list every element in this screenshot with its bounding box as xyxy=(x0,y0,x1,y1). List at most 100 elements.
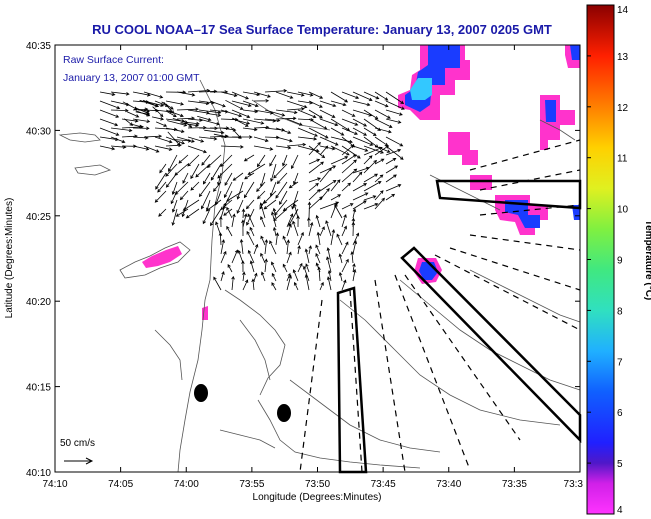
current-vector xyxy=(249,226,255,237)
current-vector xyxy=(110,127,133,133)
current-vector xyxy=(338,253,343,264)
current-vector xyxy=(230,126,242,139)
current-vector xyxy=(246,230,255,246)
current-vector xyxy=(210,163,222,181)
colorbar-tick-label: 11 xyxy=(617,154,628,165)
current-vector xyxy=(241,219,245,237)
current-vector xyxy=(220,91,238,97)
colorbar-tick-label: 13 xyxy=(617,52,629,63)
current-vector xyxy=(319,136,339,146)
current-vector xyxy=(304,274,310,291)
current-vector xyxy=(271,282,277,291)
current-vector xyxy=(351,221,356,237)
current-vector xyxy=(297,91,314,97)
current-vector xyxy=(243,181,255,199)
current-vector xyxy=(244,172,255,180)
current-vector xyxy=(232,172,244,181)
current-vector xyxy=(319,100,337,107)
current-vector xyxy=(304,248,310,264)
current-vector xyxy=(236,199,244,214)
current-vector xyxy=(315,244,321,255)
current-vectors xyxy=(99,88,405,291)
current-vector xyxy=(363,173,379,183)
current-vector xyxy=(363,91,380,100)
current-vector xyxy=(223,181,233,199)
x-tick-label: 73:45 xyxy=(371,479,396,490)
current-vector xyxy=(198,118,220,126)
current-vector xyxy=(297,109,317,119)
current-vector xyxy=(363,203,379,210)
current-vector xyxy=(352,183,368,192)
current-vector xyxy=(352,100,371,107)
current-vector xyxy=(336,233,343,246)
current-vector xyxy=(296,215,300,228)
current-vector xyxy=(374,145,391,153)
current-vector xyxy=(152,106,164,118)
current-vector xyxy=(330,127,345,136)
current-vector xyxy=(271,272,277,282)
current-vector xyxy=(218,232,223,246)
current-vector xyxy=(183,121,200,126)
current-vector xyxy=(201,190,211,210)
current-vector xyxy=(99,91,116,96)
current-vector xyxy=(363,159,378,174)
current-vector xyxy=(237,249,244,264)
x-axis-ticks: 74:10 74:05 74:00 73:55 73:50 73:45 73:40 73:35… xyxy=(42,45,583,490)
current-vector xyxy=(307,217,311,228)
current-vector xyxy=(319,167,332,183)
current-vector xyxy=(319,118,339,127)
current-vector xyxy=(326,247,332,264)
current-vector xyxy=(242,118,265,125)
current-vector xyxy=(181,199,189,218)
current-vector xyxy=(155,121,168,127)
current-vector xyxy=(269,240,277,255)
current-vector xyxy=(297,245,301,255)
current-vector xyxy=(341,118,359,126)
current-vector xyxy=(158,208,167,217)
current-vector xyxy=(286,100,308,109)
colorbar-tick-label: 5 xyxy=(617,459,623,470)
current-vector xyxy=(291,154,299,170)
current-vector xyxy=(227,263,233,273)
current-vector xyxy=(247,249,255,264)
current-vector xyxy=(330,91,349,103)
colorbar-tick-label: 12 xyxy=(617,103,629,114)
current-vector xyxy=(187,109,210,115)
current-vector xyxy=(374,145,390,156)
current-vector xyxy=(161,101,174,110)
current-vector xyxy=(317,266,321,282)
current-vector xyxy=(286,107,305,111)
current-vector xyxy=(110,136,126,144)
current-vector xyxy=(157,181,167,193)
current-vector xyxy=(143,145,160,153)
current-vector xyxy=(374,100,389,108)
x-tick-label: 73:50 xyxy=(305,479,330,490)
current-vector xyxy=(270,163,277,183)
current-vector xyxy=(330,156,349,165)
current-vector xyxy=(165,127,185,133)
current-vector xyxy=(374,91,389,101)
current-vector xyxy=(154,136,173,144)
current-vector xyxy=(352,136,374,146)
current-vector xyxy=(214,190,222,206)
current-vector xyxy=(330,100,347,107)
current-vector xyxy=(260,252,266,264)
current-vector xyxy=(385,109,403,116)
current-vector xyxy=(159,163,167,174)
current-vector xyxy=(291,190,299,210)
current-vector xyxy=(253,99,270,103)
current-vector xyxy=(316,231,321,246)
current-vector xyxy=(220,109,243,118)
current-vector xyxy=(182,172,189,184)
y-tick-label: 40:25 xyxy=(26,212,51,223)
current-vector xyxy=(182,199,200,211)
current-vector xyxy=(246,208,255,226)
current-vector xyxy=(279,190,288,206)
current-vector xyxy=(319,226,325,237)
y-axis-ticks: 40:35 40:30 40:25 40:20 40:15 40:10 xyxy=(26,41,580,479)
current-vector xyxy=(224,172,233,186)
current-vector xyxy=(259,202,266,219)
current-vector xyxy=(187,125,207,130)
current-vector xyxy=(187,136,205,143)
current-vector xyxy=(352,200,367,210)
